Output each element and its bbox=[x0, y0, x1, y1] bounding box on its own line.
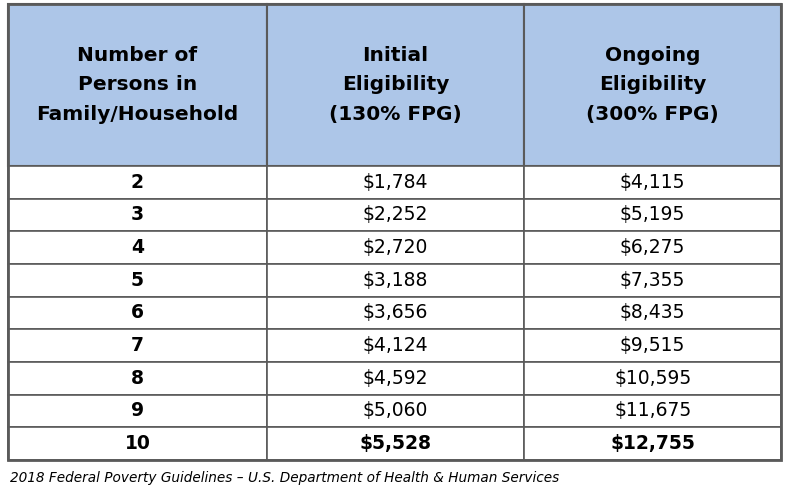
Text: 5: 5 bbox=[131, 271, 144, 290]
Bar bbox=[8, 428, 267, 460]
Bar bbox=[525, 198, 781, 231]
Text: $5,528: $5,528 bbox=[360, 434, 432, 453]
Text: $6,275: $6,275 bbox=[620, 238, 686, 257]
Text: $3,656: $3,656 bbox=[363, 304, 428, 322]
Text: $12,755: $12,755 bbox=[610, 434, 695, 453]
Bar bbox=[267, 166, 525, 198]
Bar bbox=[525, 428, 781, 460]
Text: 8: 8 bbox=[131, 369, 144, 388]
Bar bbox=[8, 329, 267, 362]
Bar bbox=[8, 395, 267, 428]
Text: 7: 7 bbox=[131, 336, 144, 355]
Bar bbox=[267, 4, 525, 166]
Bar bbox=[525, 231, 781, 264]
Text: Initial
Eligibility
(130% FPG): Initial Eligibility (130% FPG) bbox=[329, 46, 462, 124]
Text: 9: 9 bbox=[131, 401, 144, 421]
Text: 10: 10 bbox=[125, 434, 151, 453]
Bar bbox=[525, 264, 781, 297]
Bar bbox=[525, 362, 781, 395]
Text: $7,355: $7,355 bbox=[620, 271, 686, 290]
Text: $3,188: $3,188 bbox=[363, 271, 428, 290]
Text: $4,592: $4,592 bbox=[363, 369, 428, 388]
Text: $5,195: $5,195 bbox=[620, 205, 686, 224]
Bar bbox=[525, 329, 781, 362]
Bar bbox=[525, 166, 781, 198]
Text: Ongoing
Eligibility
(300% FPG): Ongoing Eligibility (300% FPG) bbox=[586, 46, 719, 124]
Bar bbox=[8, 231, 267, 264]
Text: $4,115: $4,115 bbox=[620, 173, 686, 192]
Text: $9,515: $9,515 bbox=[620, 336, 686, 355]
Text: 6: 6 bbox=[131, 304, 144, 322]
Bar bbox=[8, 198, 267, 231]
Bar bbox=[8, 4, 267, 166]
Bar bbox=[525, 4, 781, 166]
Text: $4,124: $4,124 bbox=[363, 336, 428, 355]
Bar bbox=[267, 395, 525, 428]
Bar bbox=[267, 329, 525, 362]
Bar bbox=[267, 362, 525, 395]
Text: 3: 3 bbox=[131, 205, 144, 224]
Text: Number of
Persons in
Family/Household: Number of Persons in Family/Household bbox=[36, 46, 238, 124]
Text: $2,252: $2,252 bbox=[363, 205, 428, 224]
Text: $2,720: $2,720 bbox=[363, 238, 428, 257]
Bar bbox=[8, 166, 267, 198]
Bar bbox=[267, 198, 525, 231]
Text: 2: 2 bbox=[131, 173, 144, 192]
Bar bbox=[525, 297, 781, 329]
Bar bbox=[267, 264, 525, 297]
Bar bbox=[8, 362, 267, 395]
Bar bbox=[8, 297, 267, 329]
Bar bbox=[267, 428, 525, 460]
Text: $1,784: $1,784 bbox=[363, 173, 428, 192]
Text: $5,060: $5,060 bbox=[363, 401, 428, 421]
Text: 2018 Federal Poverty Guidelines – U.S. Department of Health & Human Services: 2018 Federal Poverty Guidelines – U.S. D… bbox=[10, 471, 559, 485]
Bar bbox=[267, 297, 525, 329]
Text: $11,675: $11,675 bbox=[614, 401, 691, 421]
Text: 4: 4 bbox=[131, 238, 144, 257]
Bar bbox=[267, 231, 525, 264]
Text: $8,435: $8,435 bbox=[620, 304, 686, 322]
Bar bbox=[525, 395, 781, 428]
Text: $10,595: $10,595 bbox=[614, 369, 691, 388]
Bar bbox=[8, 264, 267, 297]
